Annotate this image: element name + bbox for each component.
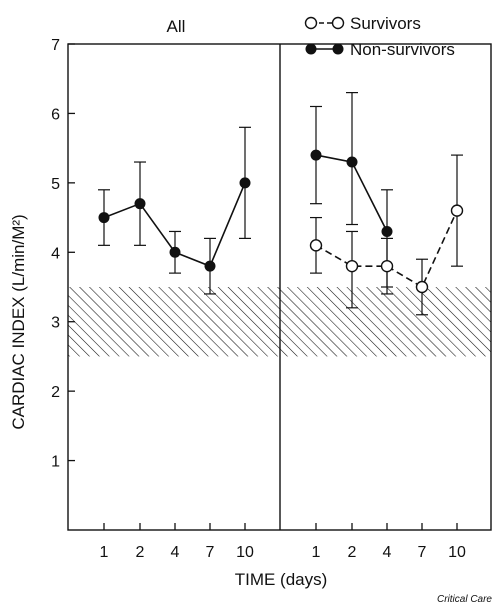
y-tick-label: 7	[51, 37, 60, 54]
y-tick-label: 2	[51, 384, 60, 401]
x-tick-label: 2	[348, 544, 357, 561]
y-tick-label: 3	[51, 315, 60, 332]
data-series	[98, 91, 464, 316]
legend-survivors-marker-right	[331, 16, 345, 30]
data-point-open	[309, 239, 323, 252]
legend-survivors-label: Survivors	[350, 14, 421, 33]
data-point-filled	[239, 177, 251, 189]
normal-band-left	[68, 287, 280, 357]
data-point-open	[345, 259, 359, 273]
series-all-0	[98, 126, 251, 295]
legend-item-non-survivors: Non-survivors	[305, 40, 455, 59]
x-tick-label: 10	[448, 544, 466, 561]
x-tick-label: 10	[236, 544, 254, 561]
data-point-filled	[310, 149, 322, 161]
data-point-filled	[134, 198, 146, 210]
legend-non-survivors-marker-right	[332, 43, 344, 55]
y-tick-label: 5	[51, 176, 60, 193]
normal-band-right	[280, 287, 491, 357]
y-axis-label: CARDIAC INDEX (L/min/M²)	[9, 214, 28, 429]
x-tick-label: 4	[171, 544, 180, 561]
panel-title-all: All	[167, 17, 186, 36]
legend-non-survivors-marker-left	[305, 43, 317, 55]
data-point-filled	[346, 156, 358, 168]
y-tick-label: 4	[51, 245, 60, 262]
x-tick-label: 7	[418, 544, 427, 561]
y-axis: 1 2 3 4 5 6 7	[51, 37, 75, 471]
x-tick-label: 4	[383, 544, 392, 561]
series-line	[315, 210, 458, 289]
data-point-filled	[98, 212, 110, 224]
source-credit: Critical Care	[436, 594, 492, 605]
data-point-open	[380, 259, 394, 273]
legend-non-survivors-label: Non-survivors	[350, 40, 455, 59]
data-point-filled	[381, 225, 393, 237]
plot-frame	[67, 43, 492, 531]
data-point-open	[450, 204, 464, 217]
y-tick-label: 6	[51, 106, 60, 123]
series-groups-1	[309, 154, 464, 316]
data-point-filled	[204, 260, 216, 272]
y-tick-label: 1	[51, 454, 60, 471]
legend-survivors-marker-left	[304, 16, 318, 30]
data-point-filled	[169, 246, 181, 258]
x-tick-label: 7	[206, 544, 215, 561]
x-tick-label: 1	[100, 544, 109, 561]
legend: Survivors Non-survivors	[304, 14, 455, 59]
normal-range-bands	[68, 287, 491, 357]
x-axis: 1 2 4 7 10 1 2 4 7 10	[100, 523, 466, 561]
x-axis-label: TIME (days)	[235, 570, 328, 589]
data-point-open	[415, 280, 429, 294]
x-tick-label: 2	[136, 544, 145, 561]
legend-item-survivors: Survivors	[304, 14, 421, 33]
x-tick-label: 1	[312, 544, 321, 561]
